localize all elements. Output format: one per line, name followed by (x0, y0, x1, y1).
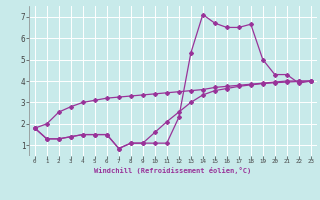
X-axis label: Windchill (Refroidissement éolien,°C): Windchill (Refroidissement éolien,°C) (94, 167, 252, 174)
